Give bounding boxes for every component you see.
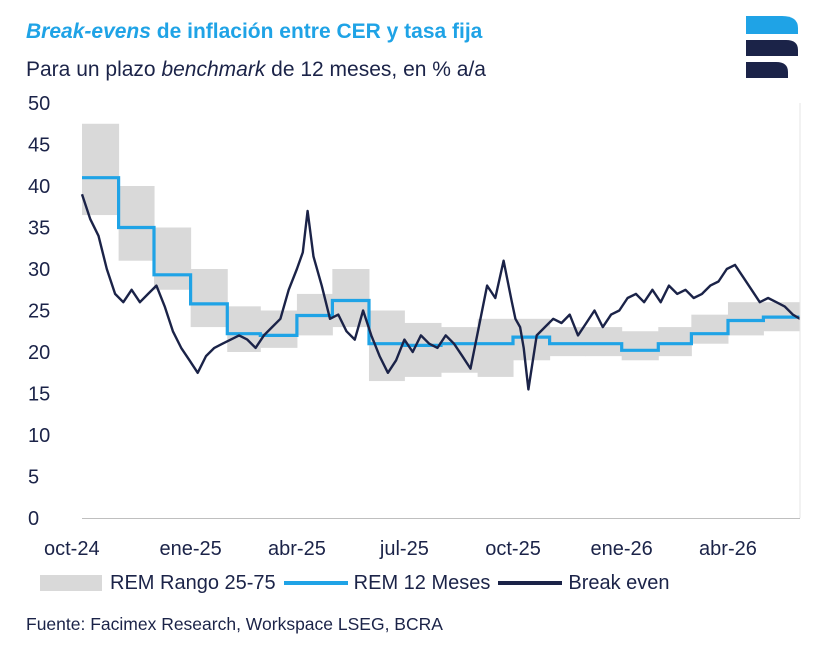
band-segment-4 (227, 306, 261, 352)
x-tick-label: abr-25 (268, 538, 326, 560)
source-note: Fuente: Facimex Research, Workspace LSEG… (26, 614, 443, 634)
y-tick-label: 45 (28, 135, 50, 157)
band-segment-16 (658, 327, 692, 357)
band-segment-14 (585, 327, 623, 357)
band-segment-7 (332, 269, 370, 328)
y-tick-label: 25 (28, 301, 50, 323)
chart-subtitle: Para un plazo benchmark de 12 meses, en … (26, 58, 486, 81)
band-segment-11 (477, 318, 514, 377)
chart-title: Break-evens de inflación entre CER y tas… (26, 20, 483, 43)
break-even-line (80, 193, 801, 391)
legend-swatch-band (40, 575, 102, 591)
legend: REM Rango 25-75 REM 12 Meses Break even (40, 568, 678, 598)
band-segment-2 (154, 227, 192, 290)
legend-label: REM 12 Meses (353, 571, 491, 594)
legend-item-rem-range: REM Rango 25-75 (40, 572, 276, 595)
y-tick-label: 5 (28, 467, 39, 489)
x-tick-label: oct-25 (485, 538, 541, 560)
legend-item-break-even: Break even (498, 571, 670, 595)
y-tick-label: 15 (28, 384, 50, 406)
band-segment-17 (691, 314, 729, 344)
break-even-series (80, 193, 801, 391)
y-tick-label: 50 (28, 93, 50, 115)
rem-12m-series (82, 176, 800, 352)
y-tick-label: 30 (28, 259, 50, 281)
x-tick-label: ene-26 (591, 538, 653, 560)
facimex-logo-icon (746, 16, 798, 78)
band-segment-0 (82, 123, 120, 216)
y-tick-label: 35 (28, 218, 50, 240)
x-tick-label: abr-26 (699, 538, 757, 560)
y-tick-label: 0 (28, 508, 39, 530)
legend-swatch-line (498, 581, 563, 585)
rem-12m-line (82, 176, 800, 352)
x-tick-label: oct-24 (44, 538, 100, 560)
x-tick-label: jul-25 (379, 538, 429, 560)
legend-label: REM Rango 25-75 (110, 571, 276, 594)
y-tick-label: 40 (28, 176, 50, 198)
y-axis-ticks: 0 5 10 15 20 25 30 35 40 45 50 (28, 93, 50, 530)
band-segment-5 (260, 310, 298, 348)
band-segment-18 (727, 302, 764, 336)
band-segment-3 (190, 269, 228, 328)
band-segment-1 (118, 186, 155, 261)
y-tick-label: 10 (28, 425, 50, 447)
legend-label: Break even (568, 571, 670, 594)
x-axis-ticks: oct-24 ene-25 abr-25 jul-25 oct-25 ene-26 abr-… (44, 538, 757, 560)
band-segment-15 (621, 331, 659, 361)
y-tick-label: 20 (28, 342, 50, 364)
chart-area: 0 5 10 15 20 25 30 35 40 45 50 oct-24 ene-25 abr-25 j… (28, 93, 801, 560)
x-tick-label: ene-25 (160, 538, 222, 560)
legend-item-rem-12m: REM 12 Meses (283, 571, 491, 595)
legend-swatch-line (283, 581, 348, 585)
